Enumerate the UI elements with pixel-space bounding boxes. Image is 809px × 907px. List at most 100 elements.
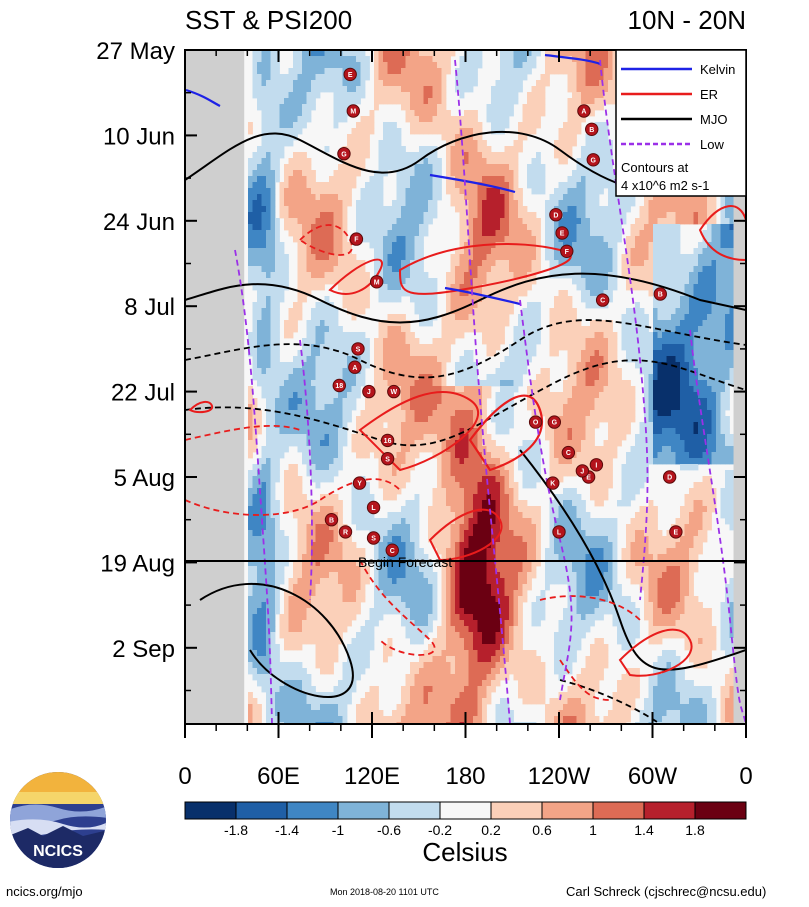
heatmap-cell: [306, 344, 312, 351]
heatmap-cell: [401, 350, 406, 357]
heatmap-cell: [257, 104, 262, 111]
heatmap-cell: [414, 512, 420, 519]
heatmap-cell: [432, 128, 438, 135]
heatmap-cell: [378, 458, 384, 465]
heatmap-cell: [320, 656, 325, 663]
heatmap-cell: [284, 428, 289, 435]
heatmap-cell: [365, 656, 370, 663]
heatmap-cell: [302, 362, 307, 369]
heatmap-cell: [437, 476, 442, 483]
heatmap-cell: [329, 458, 334, 465]
heatmap-cell: [347, 398, 352, 405]
heatmap-cell: [459, 698, 465, 705]
heatmap-cell: [266, 302, 271, 309]
heatmap-cell: [360, 140, 366, 147]
heatmap-cell: [405, 584, 411, 591]
heatmap-cell: [284, 164, 289, 171]
heatmap-cell: [446, 542, 451, 549]
heatmap-cell: [293, 422, 298, 429]
heatmap-cell: [257, 92, 262, 99]
heatmap-cell: [315, 206, 321, 213]
heatmap-cell: [279, 620, 285, 627]
heatmap-cell: [396, 476, 402, 483]
heatmap-cell: [324, 434, 330, 441]
heatmap-cell: [473, 524, 478, 531]
heatmap-cell: [320, 302, 325, 309]
heatmap-cell: [428, 74, 433, 81]
heatmap-cell: [284, 176, 289, 183]
heatmap-cell: [432, 92, 438, 99]
heatmap-cell: [261, 350, 267, 357]
heatmap-cell: [261, 110, 267, 117]
heatmap-cell: [396, 422, 402, 429]
heatmap-cell: [410, 68, 415, 75]
heatmap-cell: [360, 590, 366, 597]
heatmap-cell: [266, 92, 271, 99]
heatmap-cell: [248, 716, 253, 723]
heatmap-cell: [324, 278, 330, 285]
heatmap-cell: [491, 182, 496, 189]
heatmap-cell: [315, 218, 321, 225]
heatmap-cell: [365, 410, 370, 417]
heatmap-cell: [248, 212, 253, 219]
heatmap-cell: [405, 590, 411, 597]
heatmap-cell: [311, 548, 316, 555]
heatmap-cell: [279, 392, 285, 399]
heatmap-cell: [486, 506, 492, 513]
heatmap-cell: [266, 110, 271, 117]
heatmap-cell: [311, 368, 316, 375]
heatmap-cell: [423, 608, 429, 615]
heatmap-cell: [459, 590, 465, 597]
heatmap-cell: [378, 560, 384, 567]
heatmap-cell: [261, 224, 267, 231]
heatmap-cell: [495, 110, 501, 117]
heatmap-cell: [450, 332, 456, 339]
heatmap-cell: [329, 524, 334, 531]
heatmap-cell: [374, 260, 379, 267]
heatmap-cell: [315, 212, 321, 219]
heatmap-cell: [419, 638, 424, 645]
heatmap-cell: [405, 410, 411, 417]
heatmap-cell: [266, 74, 271, 81]
heatmap-cell: [315, 242, 321, 249]
heatmap-cell: [459, 542, 465, 549]
heatmap-cell: [302, 716, 307, 723]
heatmap-cell: [248, 644, 253, 651]
heatmap-cell: [288, 182, 294, 189]
heatmap-cell: [455, 644, 460, 651]
heatmap-cell: [311, 314, 316, 321]
heatmap-cell: [270, 356, 276, 363]
heatmap-cell: [342, 674, 348, 681]
heatmap-cell: [414, 350, 420, 357]
heatmap-cell: [257, 224, 262, 231]
heatmap-cell: [297, 584, 303, 591]
heatmap-cell: [320, 278, 325, 285]
heatmap-cell: [252, 86, 258, 93]
heatmap-cell: [423, 68, 429, 75]
heatmap-cell: [437, 194, 442, 201]
heatmap-cell: [275, 656, 280, 663]
heatmap-cell: [437, 404, 442, 411]
heatmap-cell: [338, 224, 343, 231]
heatmap-cell: [392, 62, 397, 69]
heatmap-cell: [248, 338, 253, 345]
heatmap-cell: [338, 686, 343, 693]
heatmap-cell: [333, 68, 339, 75]
heatmap-cell: [324, 344, 330, 351]
heatmap-cell: [302, 86, 307, 93]
heatmap-cell: [473, 482, 478, 489]
heatmap-cell: [257, 656, 262, 663]
heatmap-cell: [315, 656, 321, 663]
heatmap-cell: [252, 578, 258, 585]
heatmap-cell: [405, 596, 411, 603]
heatmap-cell: [495, 500, 501, 507]
heatmap-cell: [414, 422, 420, 429]
heatmap-cell: [383, 416, 388, 423]
heatmap-cell: [266, 716, 271, 723]
heatmap-cell: [405, 518, 411, 525]
heatmap-cell: [333, 548, 339, 555]
heatmap-cell: [356, 668, 361, 675]
heatmap-cell: [342, 416, 348, 423]
heatmap-cell: [324, 410, 330, 417]
heatmap-cell: [477, 572, 483, 579]
